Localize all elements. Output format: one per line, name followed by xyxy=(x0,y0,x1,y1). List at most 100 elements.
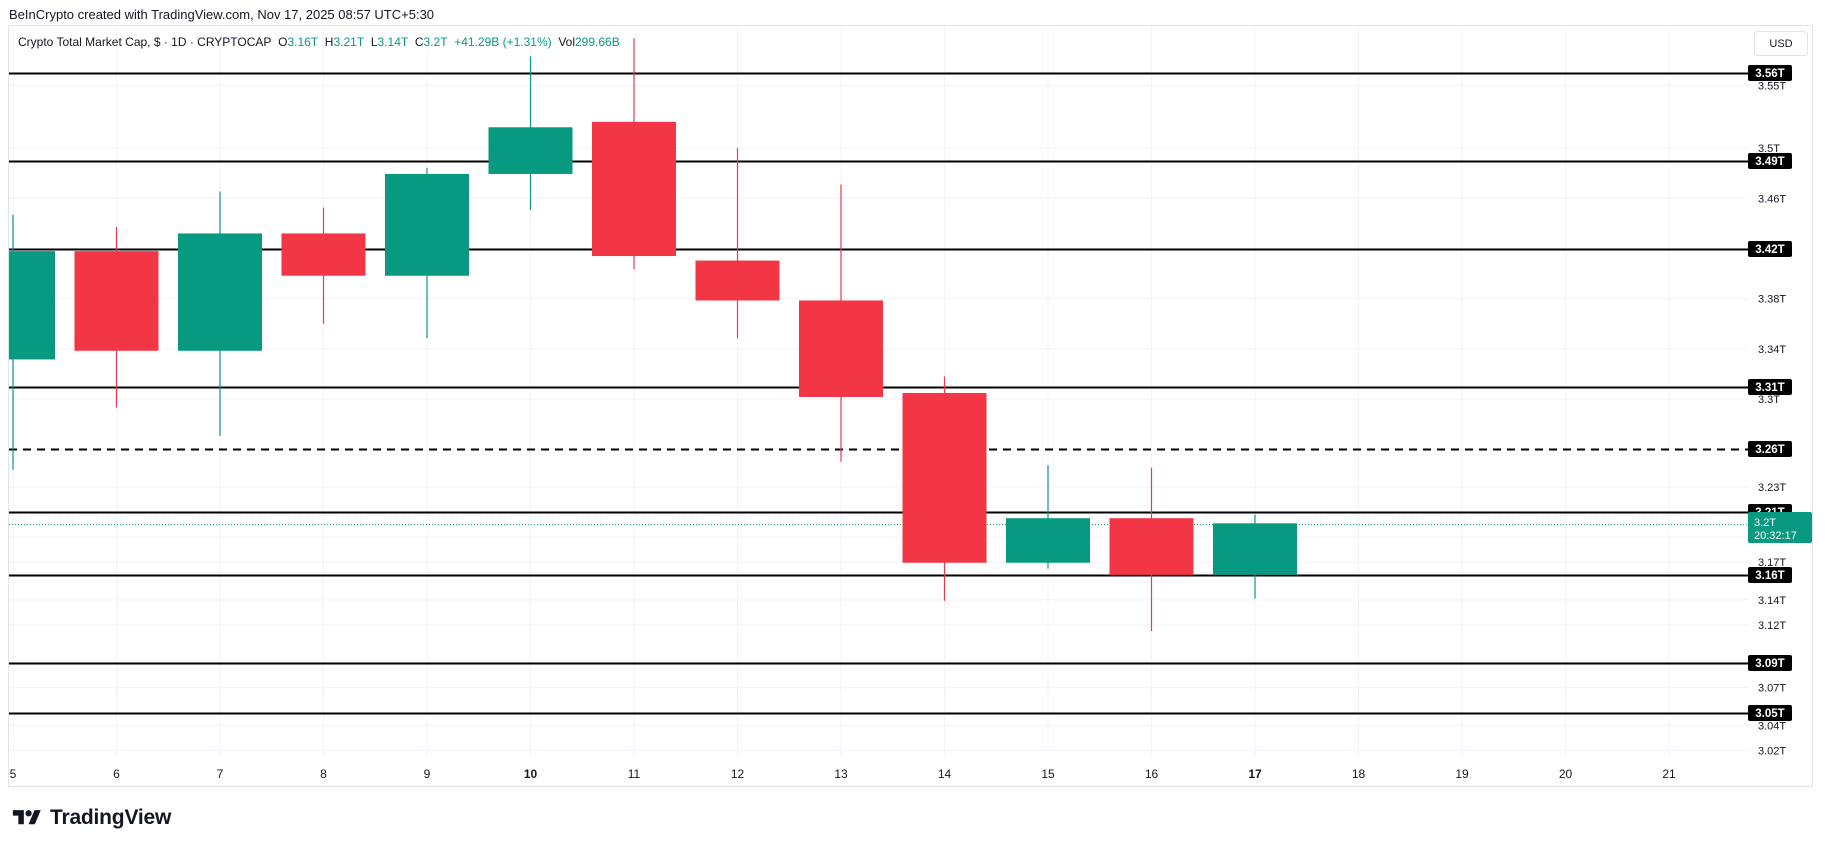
change-value: +41.29B (+1.31%) xyxy=(454,35,552,49)
level-price-tag-label: 3.16T xyxy=(1755,570,1784,582)
level-price-tag: 3.16T xyxy=(1748,567,1792,583)
level-price-tag-label: 3.26T xyxy=(1755,444,1784,456)
current-price-countdown: 20:32:17 xyxy=(1754,530,1797,542)
level-price-tag: 3.49T xyxy=(1748,153,1792,169)
candle xyxy=(9,214,55,470)
level-price-tag-bg xyxy=(1748,567,1792,583)
open-label: O xyxy=(278,35,288,49)
x-tick-label: 14 xyxy=(938,767,952,781)
level-price-tag-label: 3.56T xyxy=(1755,68,1784,80)
x-tick-label: 8 xyxy=(320,767,327,781)
level-price-tag-label: 3.05T xyxy=(1755,708,1784,720)
y-tick-label: 3.07T xyxy=(1758,683,1786,695)
candle xyxy=(74,227,159,408)
chart-attribution: BeInCrypto created with TradingView.com,… xyxy=(9,7,435,22)
current-price-value: 3.2T xyxy=(1754,517,1776,529)
candle xyxy=(1109,467,1194,632)
price-axis[interactable]: 3.55T 3.5T 3.46T 3.42T 3.38T 3.34T 3.3T 3.26T 3.… xyxy=(1748,65,1812,757)
x-tick-label: 12 xyxy=(731,767,745,781)
candle-body xyxy=(74,251,159,351)
candle-body xyxy=(1006,518,1090,563)
tradingview-logo-icon xyxy=(12,810,41,825)
candle-body xyxy=(695,260,780,301)
tradingview-logo[interactable]: TradingView xyxy=(10,806,171,830)
low-label: L xyxy=(370,35,378,49)
x-tick-label: 18 xyxy=(1352,767,1366,781)
y-tick-label: 3.3T xyxy=(1758,394,1780,406)
x-tick-label: 15 xyxy=(1041,767,1055,781)
level-price-tag-bg xyxy=(1748,705,1792,721)
volume-value: 299.66B xyxy=(575,35,620,49)
candle-body xyxy=(281,233,366,276)
level-price-tag-bg xyxy=(1748,441,1792,457)
candle-body xyxy=(1109,518,1194,575)
level-price-tag: 3.56T xyxy=(1748,65,1792,81)
chart-frame xyxy=(8,25,1813,787)
level-price-tag-label: 3.42T xyxy=(1755,244,1784,256)
candle-body xyxy=(9,251,55,360)
y-tick-label: 3.04T xyxy=(1758,720,1786,732)
level-price-tag: 3.09T xyxy=(1748,655,1792,671)
volume-label: Vol xyxy=(558,35,575,49)
x-tick-label: 20 xyxy=(1559,767,1573,781)
x-tick-label: 9 xyxy=(424,767,431,781)
candle-body xyxy=(488,127,573,174)
y-tick-label: 3.5T xyxy=(1758,143,1780,155)
current-price-tag-bg xyxy=(1748,512,1812,543)
level-price-tag-bg xyxy=(1748,241,1792,257)
y-tick-label: 3.34T xyxy=(1758,344,1786,356)
x-tick-label: 10 xyxy=(524,767,538,781)
level-price-tag-label: 3.49T xyxy=(1755,156,1784,168)
candle-body xyxy=(1213,523,1297,575)
x-tick-label: 21 xyxy=(1662,767,1676,781)
level-price-tag-label: 3.31T xyxy=(1755,382,1784,394)
x-tick-label: 11 xyxy=(628,767,641,781)
y-tick-label: 3.38T xyxy=(1758,294,1786,306)
candle xyxy=(488,56,573,210)
level-price-tag: 3.26T xyxy=(1748,441,1792,457)
candle xyxy=(385,167,469,339)
candles xyxy=(9,38,1297,632)
candle-body xyxy=(799,300,883,397)
y-tick-label: 3.23T xyxy=(1758,482,1786,494)
x-tick-label: 6 xyxy=(113,767,120,781)
candle xyxy=(695,148,780,339)
high-label: H xyxy=(324,35,334,49)
close-value: 3.2T xyxy=(423,35,448,49)
symbol-legend[interactable]: Crypto Total Market Cap, $ · 1D · CRYPTO… xyxy=(18,35,620,49)
level-lines xyxy=(9,72,1748,715)
y-tick-label: 3.14T xyxy=(1758,595,1786,607)
candle xyxy=(178,191,262,436)
high-value: 3.21T xyxy=(333,35,365,49)
level-price-tag-bg xyxy=(1748,153,1792,169)
y-tick-label: 3.55T xyxy=(1758,80,1786,92)
level-price-tag-label: 3.09T xyxy=(1755,658,1784,670)
candle xyxy=(902,376,987,601)
tradingview-logo-text: TradingView xyxy=(50,806,172,829)
time-axis[interactable]: 5 6 7 8 9 10 11 12 13 14 15 16 17 18 19 20 21 xyxy=(10,767,1676,781)
candle xyxy=(1213,514,1297,599)
candle xyxy=(592,38,676,269)
symbol-title: Crypto Total Market Cap, $ · 1D · CRYPTO… xyxy=(18,35,272,49)
candle-body xyxy=(178,233,262,351)
y-tick-label: 3.17T xyxy=(1758,557,1786,569)
level-price-tag: 3.42T xyxy=(1748,241,1792,257)
close-label: C xyxy=(414,35,424,49)
x-tick-label: 17 xyxy=(1248,767,1262,781)
y-tick-label: 3.12T xyxy=(1758,620,1786,632)
x-tick-label: 16 xyxy=(1145,767,1159,781)
candle xyxy=(799,184,883,462)
candle xyxy=(1006,465,1090,569)
candle xyxy=(281,207,366,324)
candle-body xyxy=(592,121,676,257)
y-tick-label: 3.46T xyxy=(1758,193,1786,205)
level-price-tag: 3.05T xyxy=(1748,705,1792,721)
x-tick-label: 5 xyxy=(10,767,17,781)
currency-button[interactable]: USD xyxy=(1754,31,1808,56)
level-price-tag-bg xyxy=(1748,65,1792,81)
level-price-tag-bg xyxy=(1748,379,1792,395)
x-tick-label: 7 xyxy=(217,767,224,781)
x-tick-label: 13 xyxy=(834,767,848,781)
